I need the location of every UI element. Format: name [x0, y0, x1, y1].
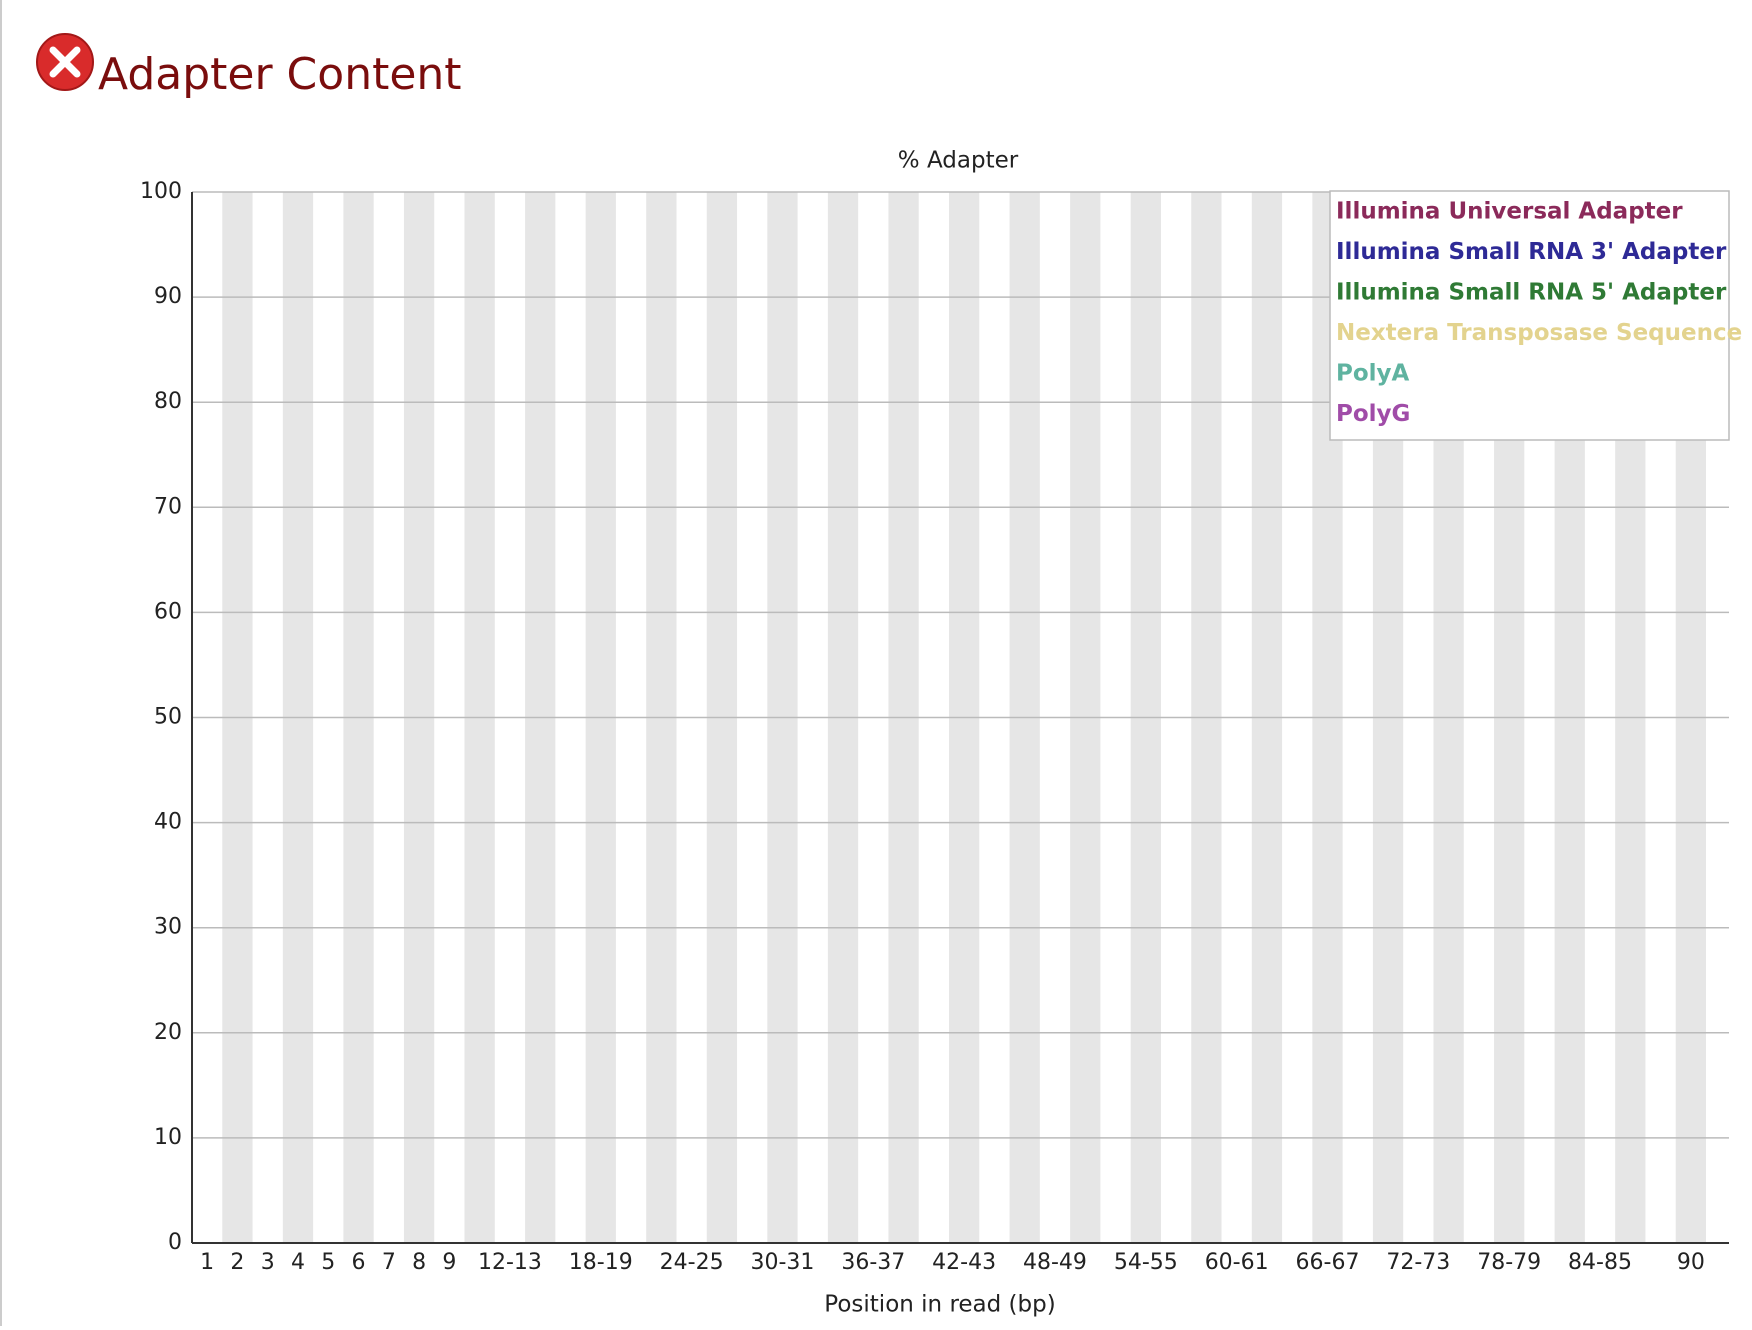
y-tick-label: 10	[154, 1125, 182, 1150]
x-tick-label: 60-61	[1205, 1250, 1269, 1275]
x-tick-label: 8	[412, 1250, 426, 1275]
chart-title: % Adapter	[898, 148, 1019, 174]
y-tick-label: 100	[140, 179, 182, 204]
y-tick-label: 50	[154, 705, 182, 730]
y-tick-label: 70	[154, 494, 182, 519]
y-tick-label: 80	[154, 389, 182, 414]
legend-entry: Nextera Transposase Sequence	[1336, 320, 1742, 346]
x-tick-label: 18-19	[569, 1250, 633, 1275]
x-tick-label: 84-85	[1568, 1250, 1632, 1275]
x-tick-label: 48-49	[1023, 1250, 1087, 1275]
legend-entry: PolyG	[1336, 401, 1410, 427]
legend-entry: Illumina Small RNA 3' Adapter	[1336, 239, 1727, 265]
x-tick-label: 6	[352, 1250, 366, 1275]
x-tick-label: 36-37	[841, 1250, 905, 1275]
x-tick-label: 30-31	[750, 1250, 814, 1275]
x-tick-label: 24-25	[660, 1250, 724, 1275]
fail-icon	[36, 33, 94, 91]
x-tick-label: 3	[261, 1250, 275, 1275]
x-tick-label: 5	[321, 1250, 335, 1275]
x-tick-label: 9	[442, 1250, 456, 1275]
legend-entry: Illumina Small RNA 5' Adapter	[1336, 280, 1727, 306]
y-tick-label: 0	[168, 1230, 182, 1255]
y-tick-label: 40	[154, 810, 182, 835]
legend-entry: Illumina Universal Adapter	[1336, 199, 1683, 225]
x-tick-label: 90	[1677, 1250, 1705, 1275]
x-tick-label: 66-67	[1296, 1250, 1360, 1275]
y-tick-label: 30	[154, 915, 182, 940]
x-tick-label: 2	[230, 1250, 244, 1275]
x-tick-label: 78-79	[1477, 1250, 1541, 1275]
x-tick-label: 54-55	[1114, 1250, 1178, 1275]
x-axis-label: Position in read (bp)	[824, 1292, 1055, 1318]
y-tick-label: 60	[154, 599, 182, 624]
x-tick-label: 4	[291, 1250, 305, 1275]
legend-entry: PolyA	[1336, 361, 1410, 387]
y-tick-label: 90	[154, 284, 182, 309]
x-tick-label: 72-73	[1386, 1250, 1450, 1275]
x-tick-label: 42-43	[932, 1250, 996, 1275]
x-tick-label: 12-13	[478, 1250, 542, 1275]
page-title: Adapter Content	[98, 49, 462, 100]
legend-box	[1329, 190, 1730, 441]
x-tick-label: 7	[382, 1250, 396, 1275]
y-tick-label: 20	[154, 1020, 182, 1045]
x-tick-label: 1	[200, 1250, 214, 1275]
